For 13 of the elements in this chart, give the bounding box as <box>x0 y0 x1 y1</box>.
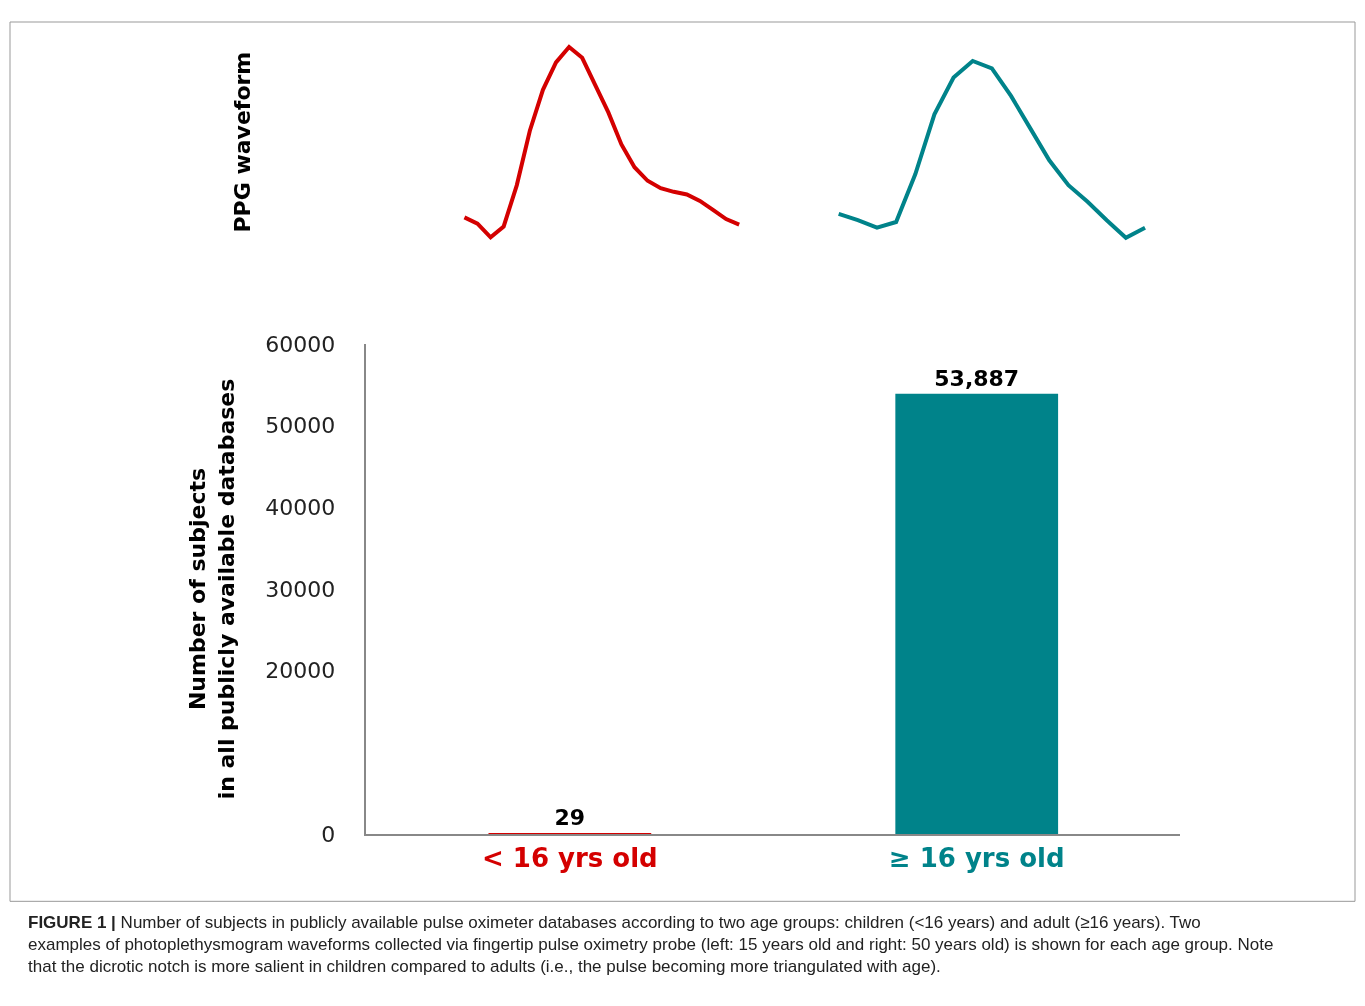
y-tick-label: 60000 <box>265 331 336 357</box>
x-tick-label: < 16 yrs old <box>481 842 658 873</box>
data-label: 53,887 <box>934 365 1020 391</box>
y-tick-label: 20000 <box>265 658 336 684</box>
caption: FIGURE 1 | Number of subjects in publicly available pulse oximeter databases according to two age groups: children (<16 years) and adult (≥16 years). Two examples of photoplethysmogram waveforms collected via fingertip pulse oximetry probe (left: 15 years old and right: 50 years old) is shown for each age group. Note that the dicrotic notch is more salient in children compared to adults (i.e., the pulse becoming more triangulated with age). <box>28 913 1274 977</box>
y-tick-label: 30000 <box>265 576 336 602</box>
y-tick-label: 0 <box>321 821 336 847</box>
y-tick-label: 40000 <box>265 495 336 521</box>
data-label: 29 <box>554 804 586 830</box>
y-axis-title: Number of subjects in all publicly available databases <box>184 378 239 800</box>
y-axis-title: PPG waveform <box>229 51 255 233</box>
y-tick-label: 50000 <box>265 413 336 439</box>
x-tick-label: ≥ 16 yrs old <box>888 842 1065 873</box>
